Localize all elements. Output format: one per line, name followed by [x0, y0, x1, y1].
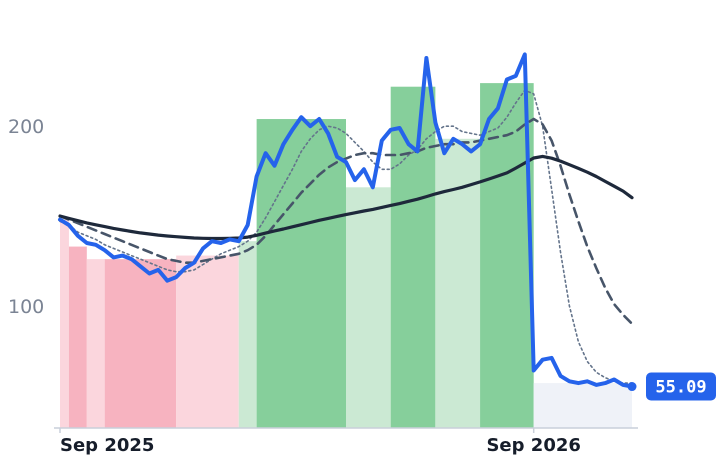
last-value-marker: 55.09 — [627, 372, 716, 401]
last-value-badge — [646, 372, 716, 401]
band-up_light-9 — [435, 138, 481, 428]
y-tick-label-100: 100 — [8, 296, 44, 318]
last-value-label: 55.09 — [655, 378, 706, 398]
band-down_light-2 — [86, 259, 105, 428]
y-tick-label-200: 200 — [8, 116, 44, 138]
band-up_strong-10 — [480, 83, 534, 428]
x-tick-label-1: Sep 2026 — [486, 435, 580, 456]
band-up_light-5 — [238, 241, 257, 428]
series-line-price — [58, 52, 634, 389]
x-tick-label-0: Sep 2025 — [60, 435, 154, 456]
band-down_light-4 — [176, 255, 239, 428]
series-line-ma-mid — [58, 117, 634, 326]
series-line-ma-short — [59, 89, 633, 384]
band-neutral-11 — [533, 383, 632, 428]
y-axis-ticks: 100 200 — [8, 116, 44, 318]
background-bands — [60, 83, 632, 428]
band-up_light-7 — [346, 187, 391, 428]
band-down_strong-3 — [104, 259, 177, 428]
band-down_strong-1 — [68, 246, 87, 428]
series-lines — [58, 52, 634, 389]
band-down_light-0 — [60, 219, 69, 428]
last-value-dot — [627, 382, 637, 392]
x-axis-ticks: Sep 2025 Sep 2026 — [59, 428, 581, 456]
band-up_strong-8 — [390, 86, 436, 428]
series-line-ma-long — [58, 154, 634, 241]
band-up_strong-6 — [256, 119, 346, 428]
